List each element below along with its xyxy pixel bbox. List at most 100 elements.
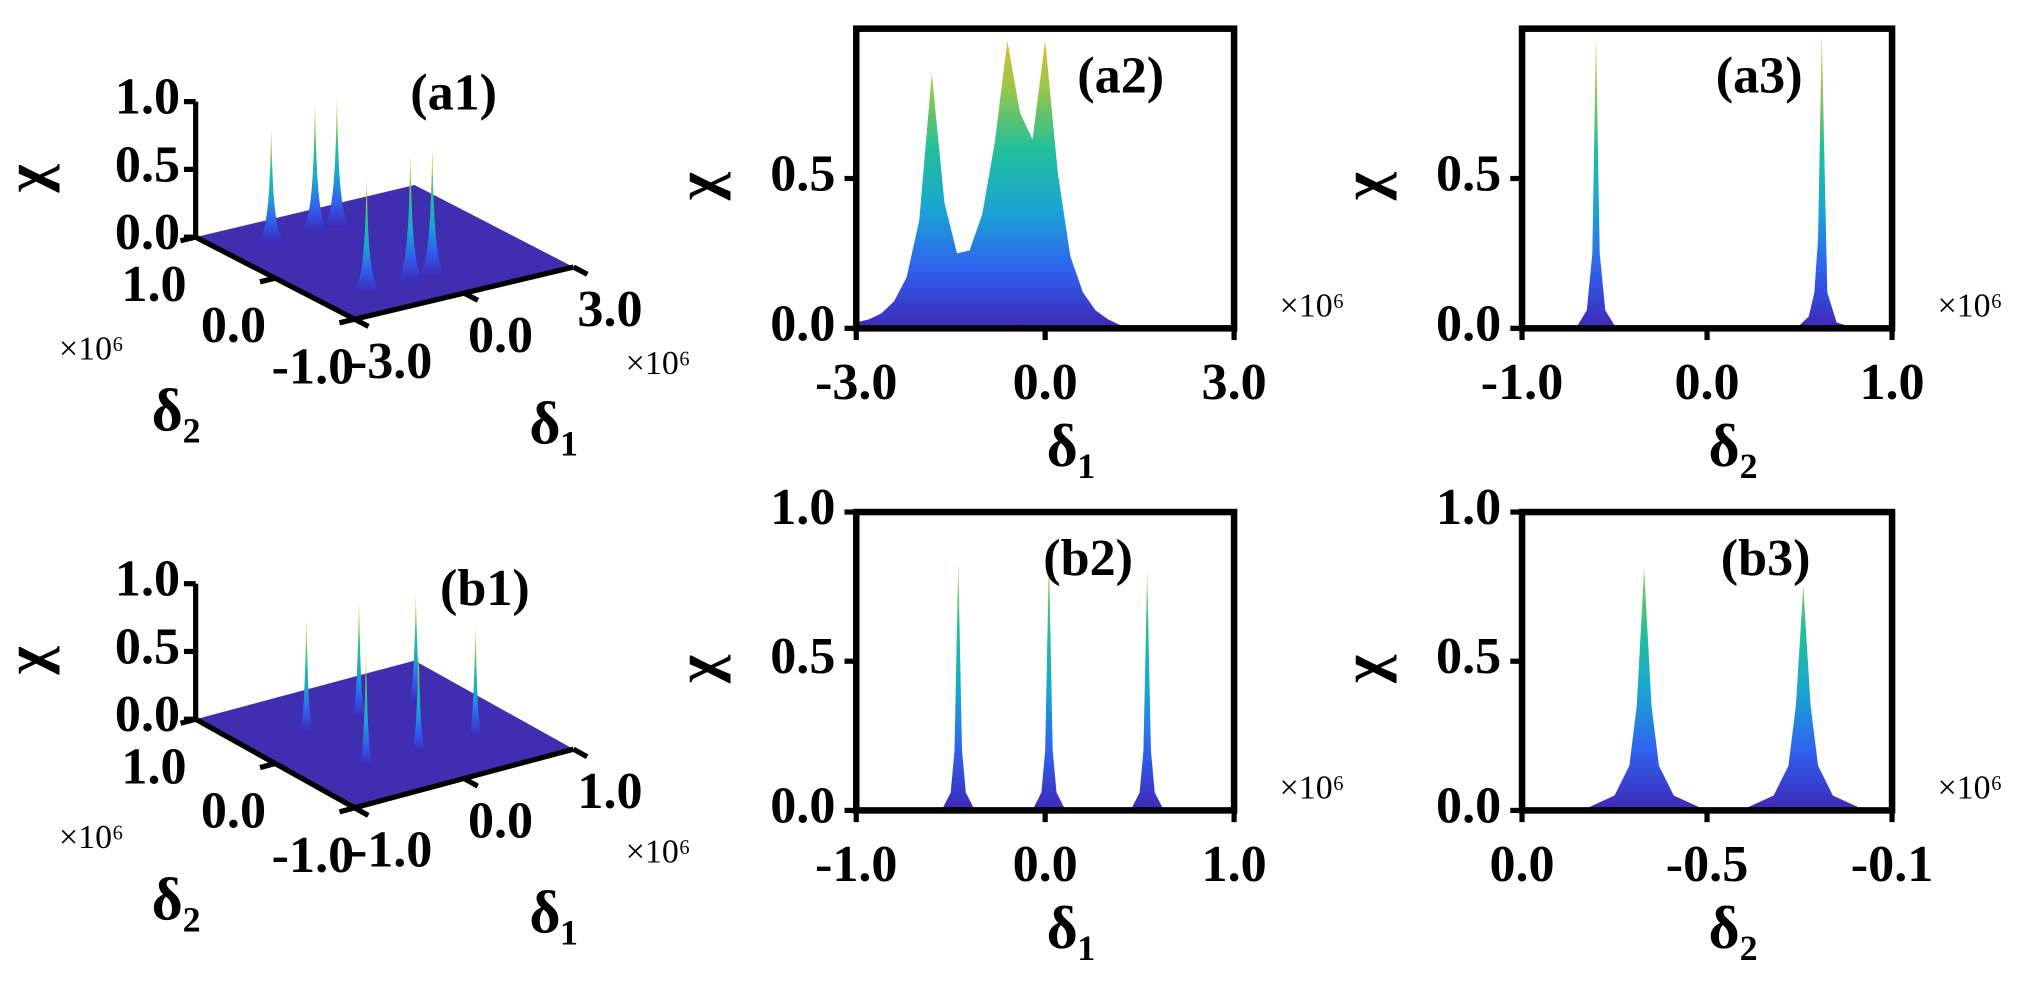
x-axis-label: δ₁	[1047, 895, 1096, 961]
peak	[298, 619, 315, 733]
x-tick-label: 3.0	[577, 281, 642, 338]
multiplier: ×10⁶	[1938, 770, 2003, 807]
y-axis-label: δ₂	[152, 866, 201, 932]
y-axis-label: δ₂	[152, 378, 201, 444]
peak	[358, 655, 374, 766]
peak	[467, 627, 484, 737]
y-tick-label: -1.0	[272, 827, 355, 884]
z-axis-label: χ	[0, 163, 60, 193]
x-tick-label: -3.0	[350, 333, 433, 390]
x-tick-label: 3.0	[1202, 354, 1267, 411]
y-axis-label: χ	[1330, 654, 1396, 684]
multiplier: ×10⁶	[1280, 770, 1345, 807]
y-tick-label: 0.0	[1436, 777, 1501, 834]
y-tick	[259, 760, 276, 771]
y-axis-label: χ	[665, 654, 731, 684]
area	[856, 556, 1235, 811]
x-tick-label: 1.0	[1202, 836, 1267, 893]
y-axis-label: χ	[1330, 171, 1396, 201]
peak	[298, 102, 332, 233]
x-tick	[462, 290, 480, 303]
x-axis-label: δ₂	[1709, 413, 1758, 479]
z-tick-label: 0.5	[115, 618, 180, 675]
x-tick-label: -3.0	[815, 354, 898, 411]
x-tick	[353, 805, 370, 818]
panel-label: (a3)	[1716, 48, 1803, 105]
y-tick-label: 0.5	[770, 145, 835, 202]
x-axis-label: δ₁	[1047, 413, 1096, 479]
panel-label: (a1)	[410, 65, 497, 122]
z-tick-label: 0.0	[115, 204, 180, 261]
y-tick	[179, 716, 197, 726]
y-axis-label: χ	[665, 171, 731, 201]
x-tick-label: 0.0	[468, 792, 533, 849]
area	[1522, 568, 1893, 811]
x-tick-label: 1.0	[1859, 354, 1924, 411]
z-tick-label: 1.0	[115, 551, 180, 608]
x-tick-label: 0.0	[1013, 354, 1078, 411]
multiplier: ×10⁶	[59, 331, 124, 368]
y-tick-label: 1.0	[1436, 479, 1501, 536]
x-tick-label: 0.0	[1674, 354, 1739, 411]
axes-box	[1518, 25, 1896, 332]
multiplier: ×10⁶	[626, 345, 691, 382]
x-axis-label: δ₁	[529, 391, 578, 457]
panel-label: (b2)	[1043, 530, 1133, 587]
y-tick-label: 0.5	[1436, 145, 1501, 202]
x-tick-label: 0.0	[1013, 836, 1078, 893]
z-axis-label: χ	[0, 645, 60, 675]
z-tick-label: 0.5	[115, 136, 180, 193]
peak	[415, 146, 450, 277]
axes-box	[1518, 508, 1896, 814]
y-tick	[338, 805, 356, 815]
x-tick	[572, 264, 589, 277]
y-tick	[259, 275, 276, 285]
multiplier: ×10⁶	[59, 819, 124, 856]
peak	[393, 151, 428, 282]
panel-label: (b1)	[440, 560, 530, 617]
peak	[319, 97, 354, 228]
x-axis-label: δ₂	[1709, 895, 1758, 961]
x-tick-label: -1.0	[815, 836, 898, 893]
x-tick-label: -1.0	[350, 822, 433, 879]
z-tick-label: 0.0	[115, 686, 180, 743]
multiplier: ×10⁶	[1280, 288, 1345, 325]
x-tick	[353, 316, 370, 329]
panel-label: (a2)	[1077, 48, 1164, 105]
y-tick-label: 1.0	[770, 479, 835, 536]
y-tick-label: 1.0	[121, 738, 186, 795]
z-tick-label: 1.0	[115, 69, 180, 126]
y-tick	[179, 234, 197, 244]
y-tick	[338, 316, 356, 326]
x-tick	[462, 776, 479, 789]
y-tick-label: 0.5	[770, 628, 835, 685]
x-tick-label: 0.0	[468, 307, 533, 364]
x-tick-label: -0.1	[1851, 836, 1934, 893]
y-tick-label: 0.0	[201, 297, 266, 354]
y-tick-label: 0.0	[1436, 295, 1501, 352]
y-tick-label: 0.0	[770, 295, 835, 352]
peak	[349, 177, 384, 293]
peak	[410, 649, 427, 752]
multiplier: ×10⁶	[1938, 288, 2003, 325]
y-tick-label: 0.5	[1436, 628, 1501, 685]
peak	[408, 594, 424, 703]
panel-label: (b3)	[1721, 530, 1811, 587]
x-tick-label: -0.5	[1666, 836, 1749, 893]
y-tick-label: -1.0	[272, 338, 355, 395]
y-tick-label: 0.0	[201, 783, 266, 840]
y-tick-label: 1.0	[121, 256, 186, 313]
x-tick	[572, 746, 589, 760]
area	[856, 40, 1235, 329]
x-tick-label: 0.0	[1489, 836, 1554, 893]
x-axis-label: δ₁	[529, 879, 578, 945]
x-tick-label: -1.0	[1481, 354, 1564, 411]
peak	[351, 602, 367, 719]
peak	[254, 127, 289, 244]
x-tick-label: 1.0	[577, 763, 642, 820]
y-tick-label: 0.0	[770, 777, 835, 834]
multiplier: ×10⁶	[626, 833, 691, 870]
area	[1522, 34, 1893, 329]
